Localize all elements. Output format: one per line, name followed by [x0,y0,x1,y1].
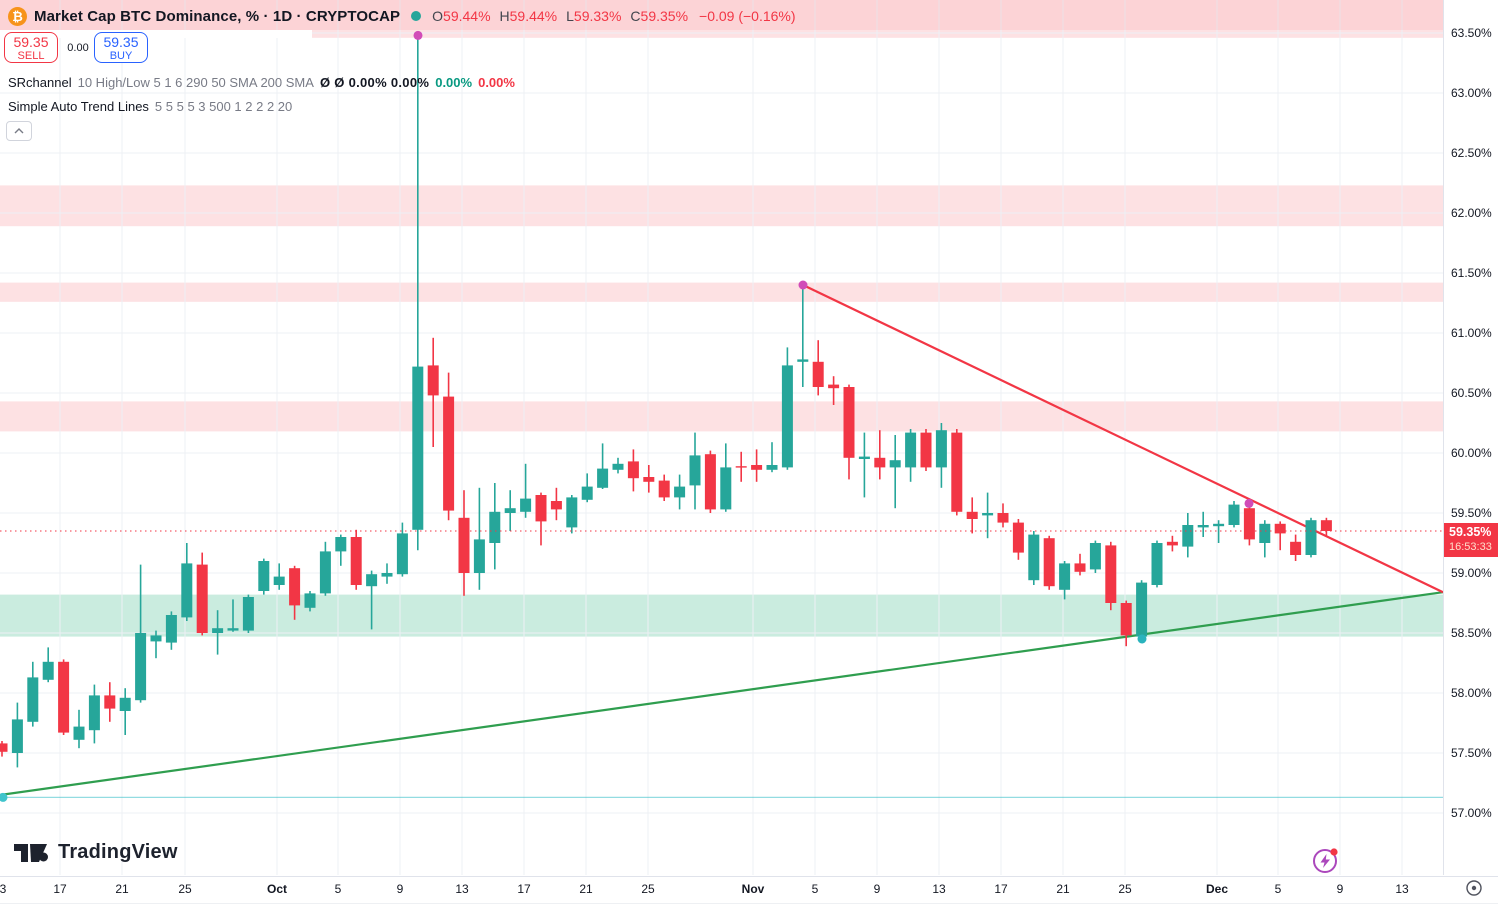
time-tick-label: 5 [811,882,819,896]
time-tick-label: 3 [0,882,7,896]
low-value: 59.33% [573,8,622,24]
time-tick-label: Nov [741,882,765,896]
price-tick-label: 58.50% [1451,626,1492,640]
close-value: 59.35% [640,8,689,24]
axis-bottom-line [0,903,1498,904]
sell-button[interactable]: 59.35 SELL [4,32,58,63]
spread-value: 0.00 [67,42,89,54]
time-tick-label: 21 [1056,882,1070,896]
buy-price: 59.35 [103,34,139,50]
chevron-up-icon [14,128,24,134]
price-tick-label: 57.00% [1451,806,1492,820]
tradingview-logo-icon [14,844,48,862]
time-tick-label: 17 [53,882,67,896]
symbol-title[interactable]: Market Cap BTC Dominance, % · 1D · CRYPT… [34,7,401,25]
high-label: H [499,8,510,24]
price-tick-label: 62.00% [1451,206,1492,220]
time-tick-label: 25 [1118,882,1132,896]
time-tick-label: 13 [1395,882,1409,896]
price-tick-label: 63.00% [1451,86,1492,100]
time-tick-label: 9 [873,882,881,896]
buy-label: BUY [109,50,133,62]
price-chart[interactable] [0,0,1443,875]
time-tick-label: 17 [994,882,1008,896]
time-tick-label: 21 [579,882,593,896]
time-tick-label: 13 [932,882,946,896]
time-axis[interactable]: 3 17 21 25 Oct 5 9 13 17 21 25 Nov 5 9 13 17 21 25 Dec 5 9 13 [0,876,1498,911]
indicator-srchannel[interactable]: SRchannel 10 High/Low 5 1 6 290 50 SMA 2… [8,75,515,90]
time-tick-label: 13 [455,882,469,896]
price-tick-label: 58.00% [1451,686,1492,700]
collapse-legend-button[interactable] [6,121,32,141]
low-label: L [566,8,574,24]
price-tick-label: 60.50% [1451,386,1492,400]
time-tick-label: 9 [1336,882,1344,896]
indicator-name: Simple Auto Trend Lines [8,99,149,114]
market-status-icon [411,11,422,21]
time-tick-label: 9 [396,882,404,896]
change-value: −0.09 (−0.16%) [699,8,796,24]
high-value: 59.44% [509,8,558,24]
price-tick-label: 61.50% [1451,266,1492,280]
indicator-auto-trend-lines[interactable]: Simple Auto Trend Lines 5 5 5 5 3 500 1 … [8,99,292,114]
indicator-value-red: 0.00% [478,75,515,90]
time-tick-label: Dec [1205,882,1229,896]
trade-panel: 59.35 SELL 0.00 59.35 BUY [4,32,148,63]
time-tick-label: 5 [1274,882,1282,896]
open-value: 59.44% [443,8,491,24]
header-white-patch [0,30,312,38]
target-circle-icon [1466,880,1482,896]
indicator-value-green: 0.00% [435,75,473,90]
time-tick-label: 17 [517,882,531,896]
lightning-icon [1313,848,1338,873]
price-tick-label: 63.50% [1451,26,1492,40]
price-tick-label: 60.00% [1451,446,1492,460]
time-tick-label: Oct [266,882,288,896]
price-axis[interactable]: 59.35% 16:53:33 63.50% 63.00% 62.50% 62.00%… [1443,0,1498,875]
time-tick-label: 5 [334,882,342,896]
indicator-values: Ø Ø 0.00% 0.00% [319,75,430,90]
indicator-name: SRchannel [8,75,72,90]
time-tick-label: 25 [178,882,192,896]
sell-label: SELL [17,50,45,62]
last-price-value: 59.35% [1449,525,1492,539]
tradingview-watermark: TradingView [14,840,178,864]
bitcoin-icon: ₿ [8,6,27,26]
buy-button[interactable]: 59.35 BUY [94,32,148,63]
ohlc-values: O59.44% H59.44% L59.33% C59.35% −0.09 (−… [432,8,795,24]
indicator-params: 5 5 5 5 3 500 1 2 2 2 20 [154,99,293,114]
last-price-label: 59.35% 16:53:33 [1444,523,1498,557]
close-label: C [630,8,641,24]
sell-price: 59.35 [13,34,49,50]
time-tick-label: 21 [115,882,129,896]
price-tick-label: 62.50% [1451,146,1492,160]
open-label: O [432,8,444,24]
price-tick-label: 57.50% [1451,746,1492,760]
indicator-params: 10 High/Low 5 1 6 290 50 SMA 200 SMA [77,75,314,90]
time-tick-label: 25 [641,882,655,896]
price-tick-label: 59.00% [1451,566,1492,580]
price-tick-label: 59.50% [1451,506,1492,520]
timezone-settings-button[interactable] [1462,878,1486,898]
symbol-row: ₿ Market Cap BTC Dominance, % · 1D · CRY… [8,4,796,28]
bar-countdown: 16:53:33 [1449,541,1492,553]
watermark-text: TradingView [58,840,178,863]
price-tick-label: 61.00% [1451,326,1492,340]
instant-order-button[interactable] [1311,845,1341,875]
header-zone-tint [0,0,1443,30]
